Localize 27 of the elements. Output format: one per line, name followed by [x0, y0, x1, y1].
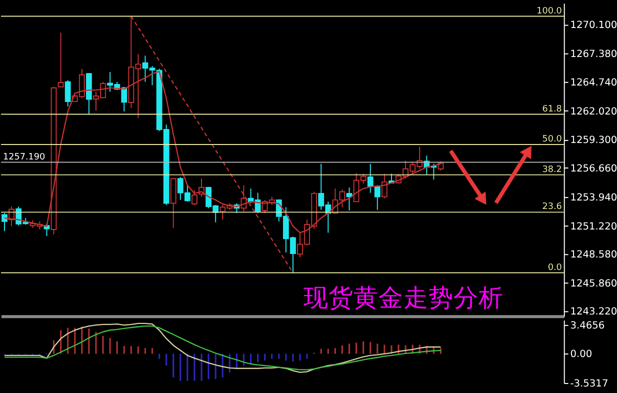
annotation: 现货黄金走势分析	[303, 283, 504, 312]
annotation: 38.2	[542, 164, 562, 175]
candlestick	[64, 80, 71, 107]
y-tick-label: 1248.580	[570, 249, 617, 260]
y-tick-label: -3.5317	[570, 378, 608, 390]
y-tick-label: 1245.860	[570, 278, 617, 290]
candlestick	[192, 190, 198, 206]
y-tick-label: 1267.380	[570, 49, 617, 60]
y-tick-label: 3.4656	[570, 320, 605, 332]
y-tick-label: 1259.300	[570, 135, 617, 146]
ref-line-label: 1257.190	[2, 152, 46, 162]
candlestick	[381, 173, 388, 199]
annotation: 61.8	[542, 104, 562, 114]
annotation: 100.0	[536, 6, 562, 16]
annotation: 50.0	[542, 134, 562, 145]
y-tick-label: 1270.100	[570, 20, 617, 32]
y-tick-label: 1264.740	[570, 77, 617, 88]
annotation: 0.0	[548, 262, 562, 273]
y-tick-label: 1262.020	[570, 106, 617, 118]
y-tick-label: 1251.220	[570, 221, 617, 232]
y-tick-label: 0.00	[570, 349, 592, 360]
candlestick	[2, 212, 8, 232]
candlestick	[58, 32, 64, 88]
y-tick-label: 1256.660	[570, 163, 617, 174]
y-tick-label: 1253.940	[570, 192, 617, 204]
annotation: 23.6	[542, 202, 562, 212]
y-tick-label: 1243.220	[570, 306, 617, 318]
